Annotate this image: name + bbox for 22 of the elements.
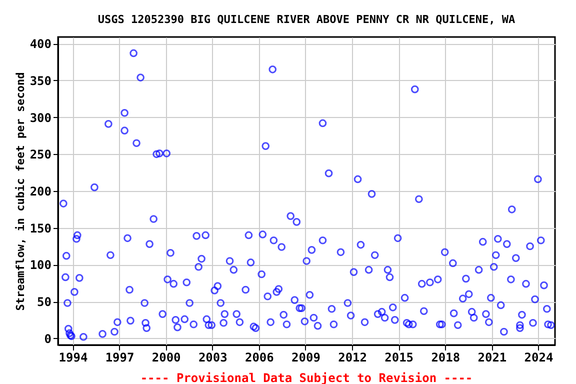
x-tick-label: 2015 <box>384 350 414 364</box>
x-tick-label: 1997 <box>105 350 134 364</box>
x-tick-label: 2003 <box>198 350 228 364</box>
y-tick-label: 400 <box>30 37 52 52</box>
y-tick-label: 200 <box>30 184 52 198</box>
x-tick-label: 2000 <box>152 350 181 364</box>
x-tick-label: 2009 <box>292 350 320 364</box>
y-tick-label: 0 <box>44 332 52 346</box>
y-tick-label: 100 <box>30 258 52 272</box>
y-tick-label: 50 <box>37 295 52 310</box>
x-tick-label: 2006 <box>244 350 274 364</box>
x-tick-label: 2018 <box>431 350 460 364</box>
y-tick-label: 350 <box>30 74 52 88</box>
chart-title: USGS 12052390 BIG QUILCENE RIVER ABOVE PENNY CR NR QUILCENE, WA <box>98 13 516 26</box>
x-tick-label: 2012 <box>338 350 367 364</box>
y-tick-label: 150 <box>30 221 52 236</box>
y-tick-label: 250 <box>30 148 52 162</box>
y-tick-label: 300 <box>30 110 52 125</box>
x-tick-label: 2024 <box>524 350 554 364</box>
y-axis-title: Streamflow, in cubic feet per second <box>14 72 27 311</box>
x-tick-label: 2021 <box>478 350 507 364</box>
x-tick-label: 1994 <box>58 350 88 364</box>
